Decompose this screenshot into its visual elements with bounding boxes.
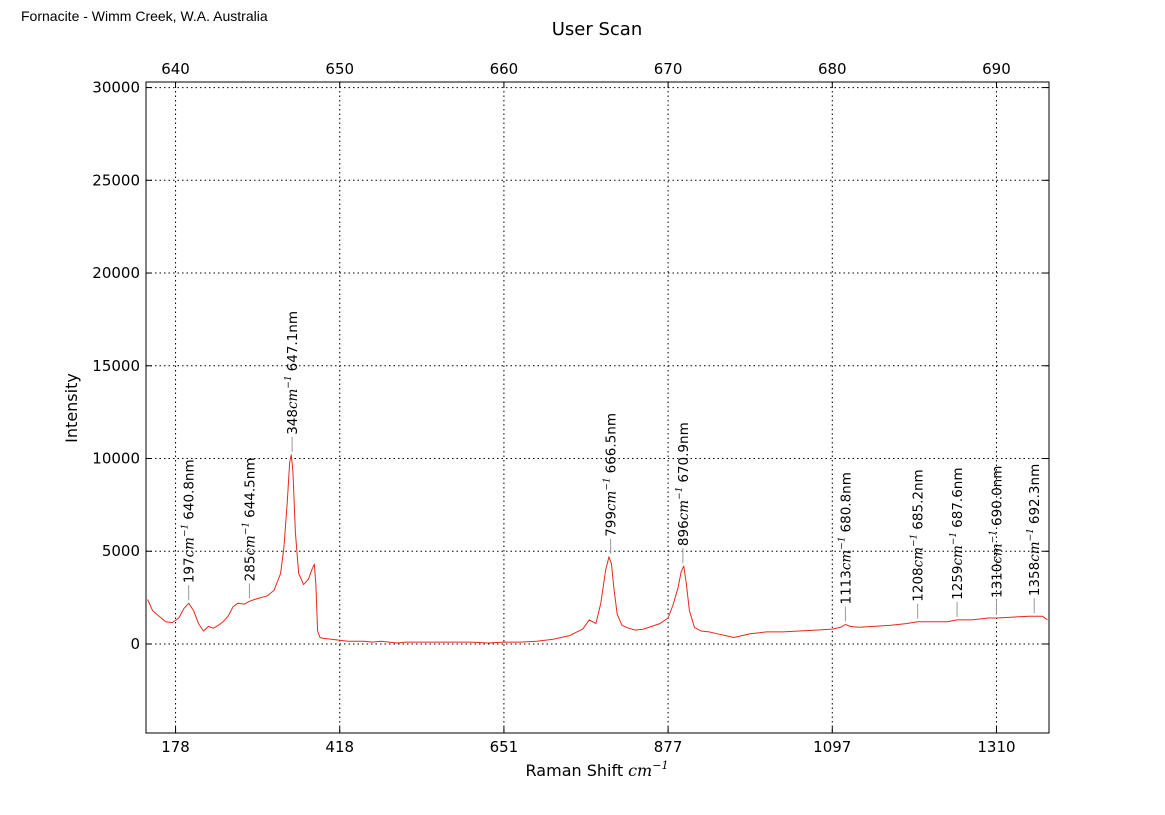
peak-unit-exp: −1 — [241, 522, 251, 535]
chart-title: User Scan — [552, 19, 643, 40]
bottom-tick-label: 178 — [161, 738, 190, 756]
peak-unit-exp: −1 — [675, 487, 685, 500]
plot-area — [147, 454, 1048, 644]
peak-wavelength: 692.3nm — [1027, 464, 1043, 524]
peak-unit: cm — [676, 500, 692, 520]
x-axis-label-exp: −1 — [652, 759, 668, 772]
top-tick-label: 660 — [490, 60, 519, 78]
peak-annotation: 1208cm−1 685.2nm — [910, 469, 927, 619]
peak-label: 197cm−1 640.8nm — [181, 459, 198, 583]
peak-label: 1208cm−1 685.2nm — [910, 469, 927, 601]
peak-label: 896cm−1 670.9nm — [675, 422, 692, 546]
peak-unit-exp: −1 — [284, 375, 294, 388]
bottom-tick-label: 1310 — [977, 738, 1015, 756]
peak-label: 1358cm−1 692.3nm — [1026, 464, 1043, 596]
y-tick-label: 20000 — [92, 264, 140, 282]
peak-unit: cm — [604, 491, 620, 511]
peak-annotations: 197cm−1640.8nm285cm−1644.5nm348cm−1647.1… — [181, 311, 1043, 622]
peak-label: 799cm−1 666.5nm — [603, 413, 620, 537]
peak-annotation: 348cm−1 647.1nm — [284, 311, 301, 452]
bottom-tick-label: 877 — [654, 738, 683, 756]
bottom-tick-label: 651 — [490, 738, 519, 756]
peak-unit-exp: −1 — [1026, 528, 1036, 541]
peak-wavelength: 670.9nm — [676, 422, 692, 482]
peak-shift: 799 — [604, 511, 620, 537]
peak-shift: 285 — [242, 556, 258, 582]
peak-wavelength: 685.2nm — [911, 469, 927, 529]
y-tick-label: 25000 — [92, 171, 140, 189]
peak-shift: 1259 — [950, 566, 966, 600]
y-tick-label: 30000 — [92, 79, 140, 97]
peak-label: 285cm−1 644.5nm — [241, 458, 258, 582]
peak-shift: 1310 — [989, 564, 1005, 598]
peak-unit: cm — [182, 537, 198, 557]
x-axis-label-unit: cm — [628, 761, 652, 780]
peak-annotation: 1113cm−1 680.8nm — [837, 472, 854, 622]
peak-unit: cm — [911, 547, 927, 567]
peak-annotation: 197cm−1 640.8nm — [181, 459, 198, 601]
y-tick-label: 0 — [130, 635, 140, 653]
plot-frame — [145, 81, 1050, 734]
y-tick-label: 10000 — [92, 450, 140, 468]
peak-shift: 348 — [285, 409, 301, 435]
bottom-tick-label: 1097 — [813, 738, 851, 756]
peak-unit: cm — [950, 545, 966, 565]
peak-shift: 197 — [182, 557, 198, 583]
top-tick-label: 680 — [818, 60, 847, 78]
axis-ticks: 640 650 660 670 680 690 178 418 651 877 1097 1310 0 5… — [92, 60, 1049, 756]
peak-shift: 896 — [676, 520, 692, 546]
peak-unit: cm — [838, 550, 854, 570]
sample-label: Fornacite - Wimm Creek, W.A. Australia — [21, 8, 268, 24]
peak-wavelength: 647.1nm — [285, 311, 301, 371]
peak-unit: cm — [285, 389, 301, 409]
bottom-tick-label: 418 — [325, 738, 354, 756]
peak-annotation: 1358cm−1 692.3nm — [1026, 464, 1043, 614]
y-axis-label: Intensity — [62, 373, 81, 443]
peak-unit: cm — [989, 543, 1005, 563]
peak-wavelength: 690.0nm — [989, 466, 1005, 526]
y-tick-label: 5000 — [102, 542, 140, 560]
top-tick-label: 690 — [982, 60, 1011, 78]
peak-wavelength: 644.5nm — [242, 458, 258, 518]
top-tick-label: 650 — [325, 60, 354, 78]
grid-lines — [146, 82, 1049, 733]
peak-label: 1310cm−1 690.0nm — [988, 466, 1005, 598]
peak-unit: cm — [242, 535, 258, 555]
peak-label: 348cm−1 647.1nm — [284, 311, 301, 435]
peak-annotation: 1310cm−1 690.0nm — [988, 466, 1005, 616]
peak-label: 1259cm−1 687.6nm — [949, 467, 966, 599]
spectrum-line — [147, 454, 1048, 644]
peak-shift: 1208 — [911, 567, 927, 601]
peak-shift: 1113 — [838, 570, 854, 604]
peak-unit-exp: −1 — [949, 532, 959, 545]
peak-annotation: 285cm−1 644.5nm — [241, 458, 258, 599]
peak-wavelength: 666.5nm — [604, 413, 620, 473]
peak-annotation: 1259cm−1 687.6nm — [949, 467, 966, 617]
peak-wavelength: 680.8nm — [838, 472, 854, 532]
peak-annotation: 896cm−1 670.9nm — [675, 422, 692, 564]
peak-unit-exp: −1 — [603, 477, 613, 490]
peak-shift: 1358 — [1027, 562, 1043, 596]
peak-unit-exp: −1 — [910, 534, 920, 547]
top-tick-label: 640 — [161, 60, 190, 78]
peak-wavelength: 687.6nm — [950, 467, 966, 527]
top-tick-label: 670 — [654, 60, 683, 78]
peak-wavelength: 640.8nm — [182, 459, 198, 519]
peak-unit: cm — [1027, 541, 1043, 561]
peak-unit-exp: −1 — [181, 524, 191, 537]
y-tick-label: 15000 — [92, 357, 140, 375]
x-axis-label: Raman Shift cm−1 — [526, 759, 669, 780]
peak-unit-exp: −1 — [837, 536, 847, 549]
peak-annotation: 799cm−1 666.5nm — [603, 413, 620, 554]
x-axis-label-text: Raman Shift — [526, 761, 624, 780]
peak-label: 1113cm−1 680.8nm — [837, 472, 854, 604]
peak-unit-exp: −1 — [988, 530, 998, 543]
